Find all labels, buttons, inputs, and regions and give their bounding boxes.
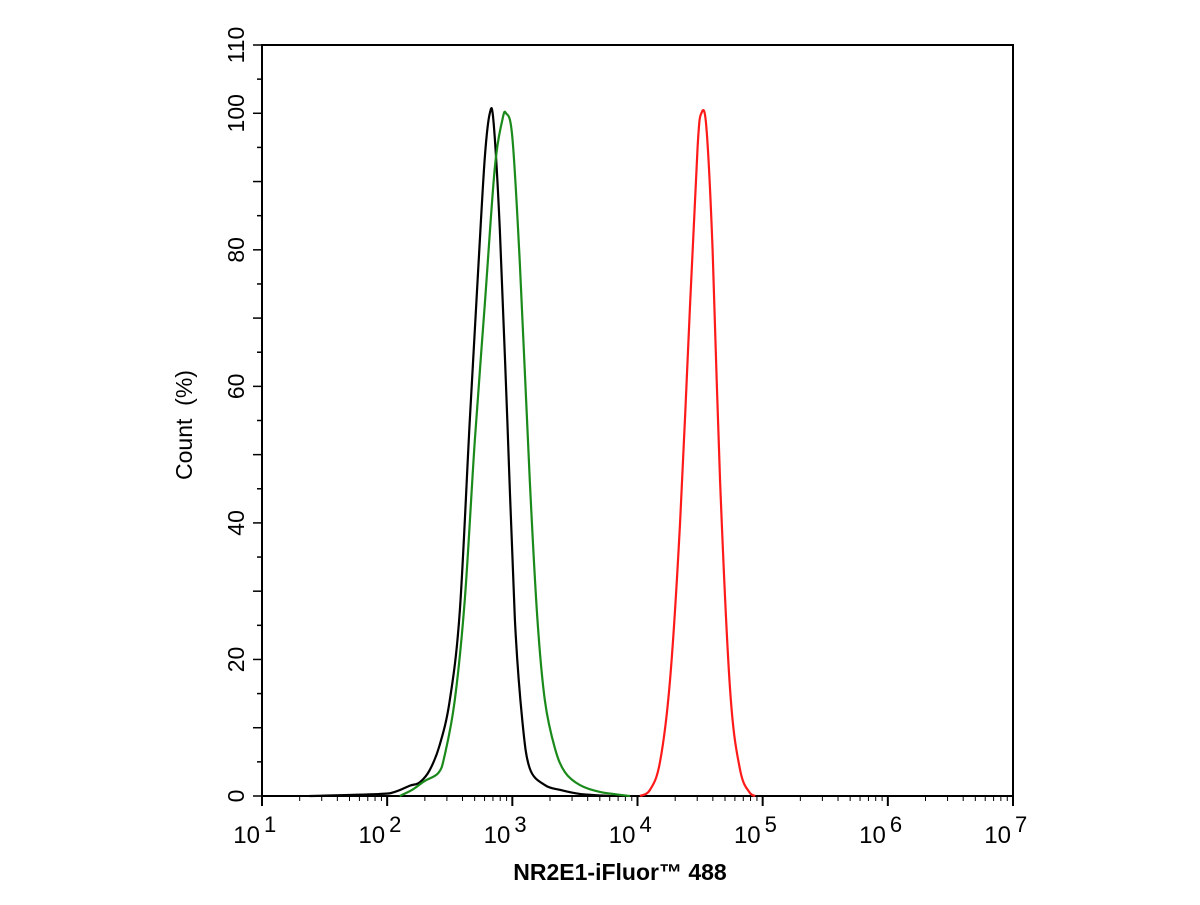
x-tick-exponent: 2: [389, 812, 401, 837]
y-tick-label: 0: [223, 790, 249, 803]
x-tick-exponent: 6: [890, 812, 902, 837]
x-tick-label: 10: [609, 822, 636, 849]
y-tick-label: 20: [223, 647, 249, 673]
x-tick-label: 10: [484, 822, 511, 849]
plot-frame: [261, 44, 1014, 797]
series-line-green: [399, 110, 631, 798]
y-tick-label: 80: [223, 237, 249, 263]
y-axis-label: Count (%): [171, 370, 197, 480]
x-tick-label: 10: [984, 822, 1011, 849]
series-line-black: [309, 107, 611, 798]
x-tick-label: 10: [734, 822, 761, 849]
x-tick-exponent: 5: [765, 812, 777, 837]
x-tick-exponent: 1: [264, 812, 276, 837]
y-tick-label: 110: [223, 27, 249, 64]
x-tick-label: 10: [233, 822, 260, 849]
y-tick-label: 40: [223, 510, 249, 536]
x-tick-exponent: 3: [514, 812, 526, 837]
series-line-red: [639, 108, 756, 798]
y-tick-label: 100: [223, 94, 249, 132]
x-tick-exponent: 4: [640, 812, 652, 837]
x-tick-label: 10: [859, 822, 886, 849]
x-axis-label: NR2E1-iFluor™ 488: [513, 859, 727, 885]
x-tick-label: 10: [358, 822, 385, 849]
y-tick-label: 60: [223, 374, 249, 400]
x-tick-exponent: 7: [1015, 812, 1027, 837]
